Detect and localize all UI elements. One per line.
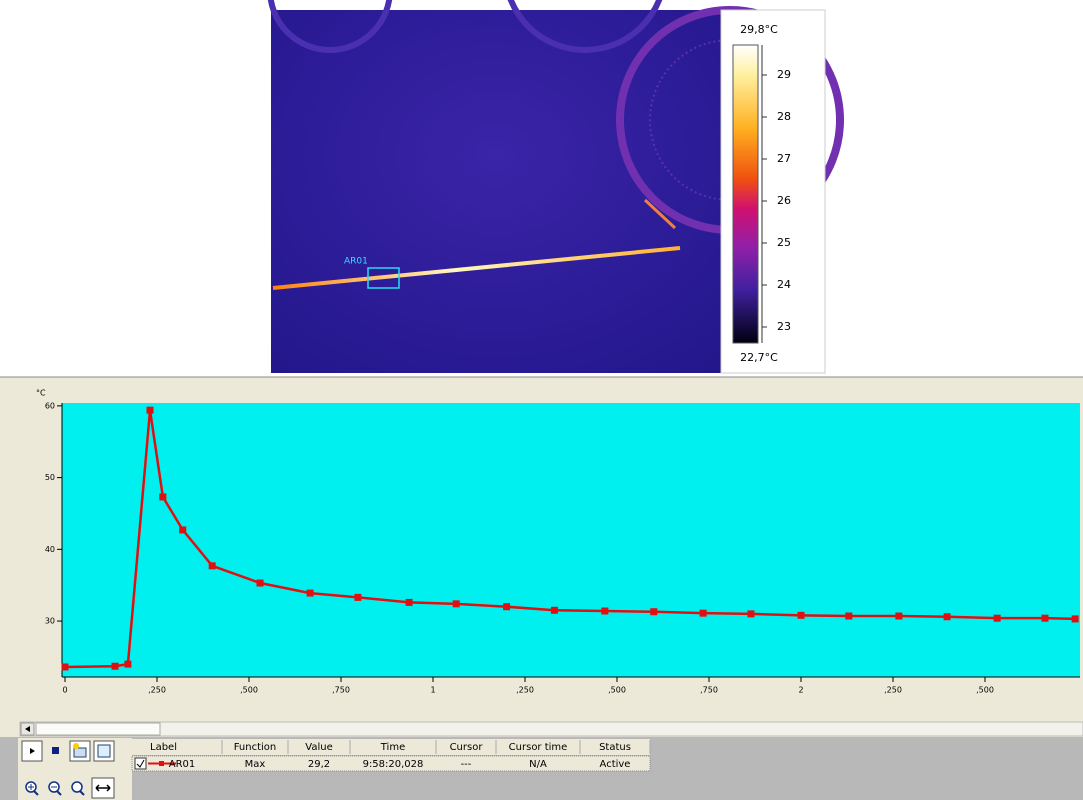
scroll-left-icon (25, 726, 30, 732)
zoom-fit-button[interactable] (71, 781, 85, 796)
colorbar-tick-label: 23 (777, 320, 791, 333)
play-button[interactable] (21, 740, 43, 762)
data-point (405, 598, 413, 606)
data-point (354, 593, 362, 601)
colorbar-tick-label: 25 (777, 236, 791, 249)
y-tick-label: 30 (45, 617, 55, 626)
data-point (797, 611, 805, 619)
data-point (179, 526, 187, 534)
new-graph-button[interactable] (69, 740, 91, 762)
table-cell: N/A (529, 759, 547, 770)
data-point (943, 613, 951, 621)
export-button[interactable] (93, 740, 115, 762)
pan-button[interactable] (91, 777, 115, 799)
x-tick-label: ,250 (148, 686, 166, 695)
data-point (1041, 614, 1049, 622)
table-cell: Max (245, 759, 266, 770)
data-point (895, 612, 903, 620)
h-scrollbar[interactable] (19, 721, 1083, 737)
zoom-in-button[interactable] (25, 781, 39, 796)
column-header: Time (380, 742, 405, 753)
data-point (111, 662, 119, 670)
colorbar (732, 44, 759, 344)
zoom-out-button[interactable] (48, 781, 62, 796)
table-cell: 9:58:20,028 (363, 759, 424, 770)
thermal-image (267, 0, 844, 373)
column-header: Label (150, 742, 177, 753)
data-point (550, 606, 558, 614)
column-header: Status (599, 742, 631, 753)
colorbar-max: 29,8°C (740, 23, 778, 36)
data-point (503, 603, 511, 611)
data-point (699, 609, 707, 617)
data-point (650, 608, 658, 616)
x-tick-label: ,250 (884, 686, 902, 695)
colorbar-tick-label: 29 (777, 68, 791, 81)
data-point (256, 579, 264, 587)
data-point (601, 607, 609, 615)
data-point (159, 493, 167, 501)
roi-label: AR01 (344, 257, 368, 267)
data-point (146, 406, 154, 414)
table-cell: 29,2 (308, 759, 330, 770)
y-unit-label: °C (36, 389, 46, 398)
y-tick-label: 40 (45, 545, 55, 554)
x-tick-label: 1 (430, 686, 435, 695)
table-cell: Active (600, 759, 631, 770)
table-header-bg (132, 739, 650, 755)
x-tick-label: 2 (798, 686, 803, 695)
y-tick-label: 50 (45, 473, 55, 482)
column-header: Cursor (450, 742, 484, 753)
x-tick-label: ,750 (332, 686, 350, 695)
row-checkbox[interactable] (134, 757, 147, 770)
stop-button[interactable] (46, 741, 66, 761)
x-tick-label: 0 (62, 686, 67, 695)
colorbar-tick-label: 26 (777, 194, 791, 207)
checkmark (136, 759, 145, 768)
y-tick-label: 60 (45, 401, 55, 410)
data-point (124, 660, 132, 668)
column-header: Function (234, 742, 277, 753)
plot-area (62, 403, 1080, 677)
x-tick-label: ,250 (516, 686, 534, 695)
data-point (1071, 615, 1079, 623)
x-tick-label: ,500 (240, 686, 258, 695)
column-header: Value (305, 742, 332, 753)
x-tick-label: ,750 (700, 686, 718, 695)
data-point (993, 614, 1001, 622)
colorbar-tick-label: 28 (777, 110, 791, 123)
x-tick-label: ,500 (976, 686, 994, 695)
x-tick-label: ,500 (608, 686, 626, 695)
table-cell: AR01 (169, 759, 196, 770)
scroll-thumb[interactable] (35, 722, 161, 736)
table-cell: --- (461, 759, 472, 770)
data-point (845, 612, 853, 620)
legend-marker (159, 761, 164, 766)
data-point (306, 589, 314, 597)
colorbar-min: 22,7°C (740, 351, 778, 364)
colorbar-tick-label: 27 (777, 152, 791, 165)
colorbar-tick-label: 24 (777, 278, 791, 291)
data-point (747, 610, 755, 618)
table-row[interactable] (131, 755, 651, 772)
data-point (208, 562, 216, 570)
column-header: Cursor time (509, 742, 568, 753)
data-point (452, 600, 460, 608)
data-point (61, 663, 69, 671)
